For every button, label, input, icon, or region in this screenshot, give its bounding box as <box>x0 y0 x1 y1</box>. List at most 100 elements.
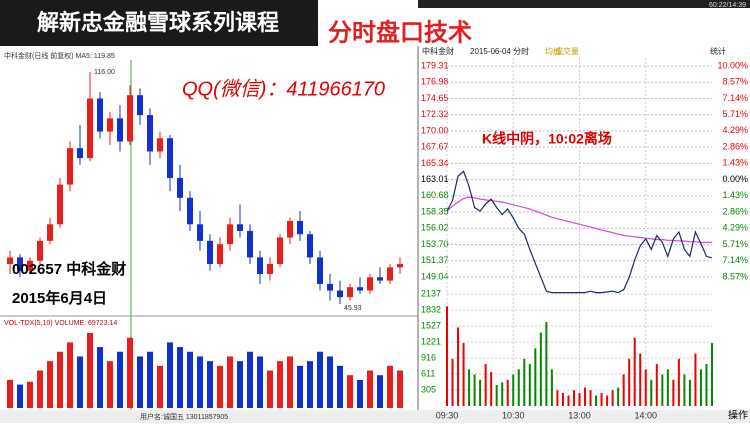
volume-bar <box>187 351 193 408</box>
intraday-volume <box>457 327 460 406</box>
volume-bar <box>77 356 83 408</box>
intraday-volume <box>462 343 465 406</box>
action-button[interactable]: 操作 <box>728 409 748 422</box>
volume-bar <box>237 361 243 408</box>
pct-tick-label: 1.43% <box>722 190 748 200</box>
volume-bar <box>277 361 283 408</box>
candle-body <box>87 98 93 159</box>
intraday-volume <box>479 379 482 406</box>
intraday-header: 2015-06-04 分时 <box>470 46 529 56</box>
intraday-volume <box>561 392 564 406</box>
candle-body <box>67 148 73 185</box>
candle-body <box>397 264 403 268</box>
volume-bar <box>327 356 333 408</box>
candle-body <box>297 220 303 235</box>
candle-body <box>207 240 213 265</box>
volume-bar <box>37 370 43 408</box>
volume-bar <box>147 351 153 408</box>
intraday-volume <box>468 369 471 406</box>
intraday-volume <box>711 343 713 406</box>
candle-body <box>27 260 33 271</box>
candle-body <box>167 138 173 178</box>
pct-tick-label: 0.00% <box>722 174 748 184</box>
price-tick-label: 149.04 <box>421 271 449 281</box>
intraday-volume <box>506 379 509 406</box>
candle-body <box>17 257 23 271</box>
candle-body <box>317 257 323 284</box>
volume-bar <box>207 361 213 408</box>
price-tick-label: 158.35 <box>421 206 449 216</box>
volume-bar <box>387 365 393 408</box>
daily-header: 中科金财(日线 前复权) MA5: 119.85 <box>4 51 115 60</box>
intraday-volume <box>639 353 642 406</box>
volume-bar <box>107 361 113 408</box>
candle-body <box>57 184 63 225</box>
pct-tick-label: 2.86% <box>722 141 748 151</box>
candle-body <box>177 177 183 198</box>
intraday-volume <box>688 379 691 406</box>
intraday-volume <box>550 369 553 406</box>
volume-bar <box>317 351 323 408</box>
price-tick-label: 179.31 <box>421 60 449 70</box>
candle-body <box>127 95 133 142</box>
candle-body <box>107 118 113 132</box>
volume-bar <box>7 379 13 408</box>
intraday-header: 统计 <box>710 46 726 56</box>
intraday-volume <box>534 348 537 406</box>
pct-tick-label: 4.29% <box>722 125 748 135</box>
volume-bar <box>197 356 203 408</box>
vol-tick-label: 611 <box>421 368 435 378</box>
volume-bar <box>267 370 273 408</box>
intraday-volume <box>446 306 448 406</box>
vol-tick-label: 1221 <box>421 336 441 346</box>
candle-body <box>257 257 263 274</box>
top-strip <box>418 0 750 8</box>
intraday-volume <box>556 390 559 406</box>
intraday-volume <box>606 395 609 406</box>
vol-header: VOL-TDX(5,10) VOLUME: 69723.14 <box>4 320 117 327</box>
candle-body <box>137 95 143 116</box>
candle-body <box>347 287 353 298</box>
intraday-volume <box>677 358 680 406</box>
intraday-volume <box>694 353 697 406</box>
candle-body <box>287 220 293 238</box>
volume-bar <box>127 337 133 408</box>
intraday-volume <box>683 374 686 406</box>
intraday-volume <box>655 364 658 406</box>
intraday-header: 均线 <box>545 46 561 56</box>
candle-body <box>157 138 163 152</box>
candle-body <box>237 224 243 231</box>
intraday-volume <box>484 364 487 406</box>
candle-body <box>327 283 333 291</box>
banner-title: 解新忠金融雪球系列课程 <box>37 10 279 35</box>
vol-tick-label: 1527 <box>421 320 441 330</box>
intraday-volume <box>661 374 664 406</box>
price-tick-label: 151.37 <box>421 255 449 265</box>
volume-bar <box>297 365 303 408</box>
intraday-volume <box>589 390 592 406</box>
stock-code: 002657 中科金财 <box>12 260 126 278</box>
intraday-volume <box>633 337 636 406</box>
time-label: 10:30 <box>502 410 525 420</box>
price-tick-label: 165.34 <box>421 158 449 168</box>
intraday-volume <box>578 392 581 406</box>
volume-bar <box>27 381 33 408</box>
volume-bar <box>47 361 53 408</box>
candle-body <box>387 267 393 281</box>
price-tick-label: 176.98 <box>421 77 449 87</box>
candle-body <box>277 237 283 265</box>
volume-bar <box>307 361 313 408</box>
volume-bar <box>67 342 73 408</box>
intraday-volume <box>584 387 587 406</box>
volume-bar <box>377 375 383 408</box>
intraday-volume <box>611 390 614 406</box>
intraday-header: 中科金财 <box>422 46 454 56</box>
candle-body <box>77 148 83 159</box>
volume-bar <box>97 347 103 408</box>
qq-overlay: QQ(微信)：411966170 <box>182 78 385 100</box>
date: 2015年6月4日 <box>12 289 107 307</box>
vol-tick-label: 2137 <box>421 288 441 298</box>
candle-body <box>187 197 193 225</box>
